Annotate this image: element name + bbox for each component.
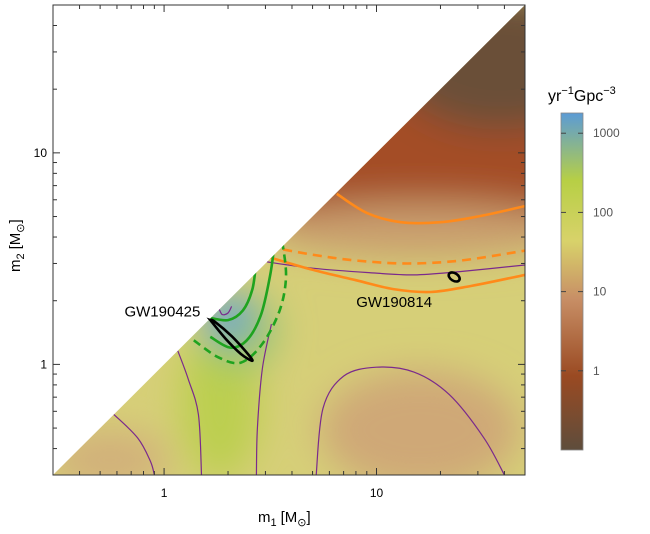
purple-contour-1 <box>113 413 155 475</box>
green-contour-0 <box>207 266 257 322</box>
contour-lines <box>113 192 525 475</box>
green-contour-2 <box>193 241 288 365</box>
orange-contour-0 <box>336 192 525 225</box>
axis-ticks: 1 10 1 10 <box>34 4 526 500</box>
colorbar-label: yr−1Gpc−3 <box>548 85 616 105</box>
x-tick-label: 10 <box>370 486 384 500</box>
annotation-gw190814: GW190814 <box>356 294 432 311</box>
colorbar-tick-label: 100 <box>593 205 613 219</box>
colorbar-tick-label: 1000 <box>593 126 620 140</box>
purple-contour-0 <box>218 306 233 316</box>
purple-contour-4 <box>315 366 505 475</box>
colorbar-tick-label: 1 <box>593 364 600 378</box>
purple-contour-2 <box>177 350 203 475</box>
colorbar-ticks: 1000 100 10 1 <box>561 126 620 378</box>
x-tick-label: 1 <box>161 486 168 500</box>
purple-contour-3 <box>255 323 272 475</box>
y-axis-label: m2[M⊙] <box>7 219 27 272</box>
y-tick-label: 10 <box>34 146 48 160</box>
colorbar: 1000 100 10 1 yr−1Gpc−3 <box>548 85 620 451</box>
orange-contour-2 <box>265 254 525 294</box>
event-contours <box>206 271 461 363</box>
plot-frame <box>52 4 526 476</box>
event-contour-gw190814 <box>447 271 461 283</box>
colorbar-tick-label: 10 <box>593 285 607 299</box>
colorbar-gradient <box>560 112 584 451</box>
green-contour-1 <box>209 246 276 349</box>
x-axis-label: m1 [M⊙] <box>258 509 311 529</box>
heatmap-area <box>53 5 525 475</box>
event-contour-gw190425 <box>206 317 254 363</box>
y-tick-label: 1 <box>40 357 47 371</box>
annotations: GW190425 GW190814 <box>124 294 432 321</box>
annotation-gw190425: GW190425 <box>124 303 200 320</box>
